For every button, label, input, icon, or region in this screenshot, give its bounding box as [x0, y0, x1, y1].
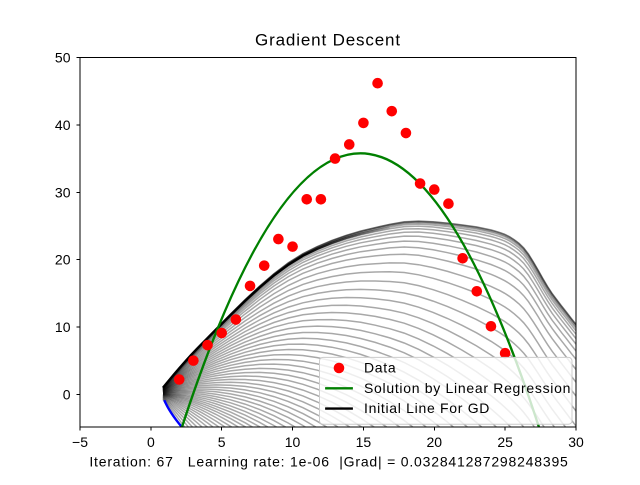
svg-text:Data: Data [364, 360, 396, 376]
svg-text:5: 5 [218, 434, 226, 450]
svg-text:Iteration: 67 Learning rate:: Iteration: 67 Learning rate: 1e-06 |Grad… [89, 453, 568, 469]
svg-text:20: 20 [55, 252, 71, 268]
svg-text:40: 40 [55, 117, 71, 133]
svg-text:0: 0 [147, 434, 155, 450]
svg-text:Initial Line For GD: Initial Line For GD [364, 400, 490, 416]
svg-text:20: 20 [427, 434, 443, 450]
svg-text:25: 25 [497, 434, 513, 450]
svg-text:Gradient Descent: Gradient Descent [255, 31, 401, 50]
svg-text:−5: −5 [72, 434, 88, 450]
svg-text:10: 10 [285, 434, 301, 450]
svg-text:Solution by Linear Regression: Solution by Linear Regression [364, 380, 571, 396]
svg-text:50: 50 [55, 50, 71, 66]
svg-text:10: 10 [55, 319, 71, 335]
svg-text:0: 0 [63, 386, 71, 402]
svg-text:30: 30 [55, 184, 71, 200]
svg-text:15: 15 [356, 434, 372, 450]
svg-text:30: 30 [568, 434, 584, 450]
